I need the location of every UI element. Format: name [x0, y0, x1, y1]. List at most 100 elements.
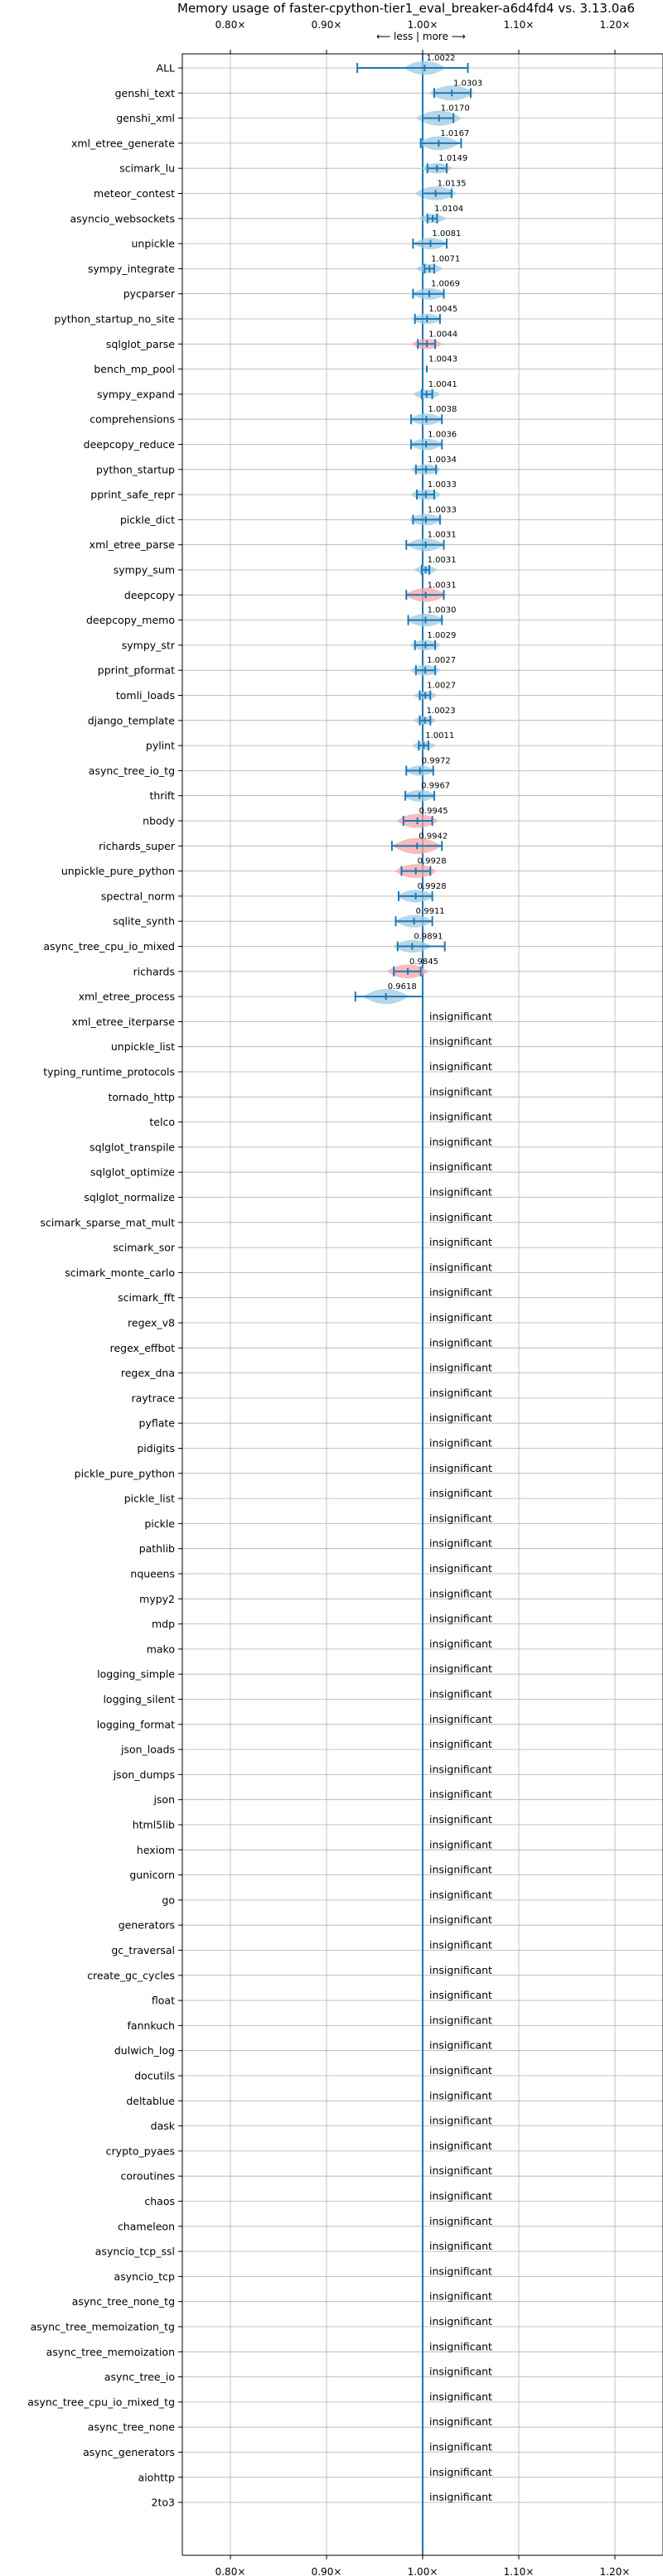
insignificant-label: insignificant: [429, 2466, 492, 2478]
data-label: 1.0167: [440, 129, 469, 138]
benchmark-name: scimark_monte_carlo: [65, 1266, 175, 1279]
benchmark-name: ALL: [157, 62, 176, 75]
benchmark-name: xml_etree_generate: [71, 137, 175, 149]
benchmark-name: raytrace: [132, 1392, 176, 1404]
x-tick-label-top: 0.90×: [312, 19, 342, 31]
insignificant-label: insignificant: [429, 1111, 492, 1123]
insignificant-label: insignificant: [429, 1085, 492, 1097]
benchmark-name: genshi_text: [115, 87, 175, 99]
insignificant-label: insignificant: [429, 1010, 492, 1022]
data-label: 1.0038: [428, 405, 457, 414]
benchmark-name: 2to3: [152, 2496, 175, 2509]
insignificant-label: insignificant: [429, 1462, 492, 1474]
insignificant-label: insignificant: [429, 1939, 492, 1951]
benchmark-name: dulwich_log: [114, 2044, 175, 2057]
data-label: 1.0041: [428, 380, 457, 389]
benchmark-name: pickle_dict: [120, 514, 175, 526]
x-tick-label-top: 1.20×: [600, 19, 631, 31]
benchmark-name: xml_etree_iterparse: [71, 1015, 175, 1028]
insignificant-label: insignificant: [429, 1186, 492, 1199]
data-label: 1.0023: [427, 707, 456, 716]
benchmark-name: bench_mp_pool: [94, 363, 175, 375]
label-layer: 1.0022 1.0303 1.0170 1.0167 1.0149 1.0135 1.01…: [388, 54, 492, 2503]
insignificant-label: insignificant: [429, 1211, 492, 1223]
benchmark-name: sqlite_synth: [113, 915, 175, 928]
benchmark-name: html5lib: [133, 1819, 175, 1831]
direction-label: ⟵ less | more ⟶: [376, 31, 466, 42]
insignificant-label: insignificant: [429, 1638, 492, 1650]
benchmark-name: crypto_pyaes: [106, 2144, 175, 2157]
benchmark-name: pathlib: [139, 1542, 175, 1555]
data-label: 1.0033: [428, 480, 457, 490]
benchmark-name: pycparser: [123, 287, 176, 300]
grid-layer: [182, 54, 663, 2555]
benchmark-name: float: [152, 1995, 175, 2007]
insignificant-label: insignificant: [429, 1889, 492, 1901]
benchmark-name: genshi_xml: [116, 112, 175, 124]
insignificant-label: insignificant: [429, 1813, 492, 1826]
error-bar-layer: [354, 63, 472, 1002]
benchmark-name: tornado_http: [108, 1091, 175, 1103]
benchmark-name: logging_simple: [97, 1668, 175, 1681]
insignificant-label: insignificant: [429, 1336, 492, 1348]
benchmark-name: scimark_sor: [113, 1242, 175, 1254]
benchmark-name: tomli_loads: [116, 689, 175, 702]
insignificant-label: insignificant: [429, 1964, 492, 1976]
data-label: 1.0071: [431, 254, 460, 263]
benchmark-name: asyncio_websockets: [70, 212, 175, 224]
data-label: 1.0149: [438, 154, 467, 163]
x-tick-label-top: 0.80×: [215, 19, 246, 31]
benchmark-name: python_startup_no_site: [54, 313, 175, 326]
benchmark-name: gc_traversal: [111, 1944, 175, 1956]
benchmark-name: chameleon: [118, 2220, 175, 2232]
benchmark-name: deepcopy_memo: [86, 614, 175, 626]
data-label: 0.9928: [418, 882, 447, 891]
benchmark-name: spectral_norm: [101, 890, 175, 902]
benchmark-name: async_generators: [83, 2446, 175, 2458]
insignificant-label: insignificant: [429, 1562, 492, 1575]
insignificant-label: insignificant: [429, 1261, 492, 1273]
x-tick-label-bottom: 1.00×: [408, 2566, 438, 2576]
data-label: 0.9945: [419, 807, 448, 816]
benchmark-name: scimark_sparse_mat_mult: [41, 1216, 176, 1228]
insignificant-label: insignificant: [429, 2115, 492, 2127]
insignificant-label: insignificant: [429, 2039, 492, 2052]
data-label: 0.9891: [414, 933, 443, 942]
benchmark-name: regex_effbot: [110, 1342, 175, 1354]
benchmark-name: hexiom: [137, 1844, 175, 1856]
benchmark-name: mdp: [152, 1618, 175, 1630]
benchmark-name: go: [162, 1893, 175, 1906]
insignificant-label: insignificant: [429, 1763, 492, 1775]
benchmark-name: asyncio_tcp: [114, 2270, 176, 2283]
insignificant-label: insignificant: [429, 2139, 492, 2152]
benchmark-name: pyflate: [139, 1417, 176, 1430]
insignificant-label: insignificant: [429, 1136, 492, 1148]
insignificant-label: insignificant: [429, 2441, 492, 2453]
insignificant-label: insignificant: [429, 1437, 492, 1450]
benchmark-name: dask: [151, 2120, 176, 2132]
data-label: 1.0022: [427, 54, 456, 63]
benchmark-name: async_tree_memoization_tg: [31, 2321, 175, 2333]
data-label: 0.9911: [416, 907, 445, 916]
benchmark-name: logging_format: [97, 1718, 175, 1730]
benchmark-name: async_tree_io: [104, 2371, 175, 2383]
benchmark-name: async_tree_none_tg: [72, 2295, 175, 2308]
benchmark-name: sqlglot_optimize: [90, 1166, 175, 1179]
benchmark-name: pprint_pformat: [98, 664, 175, 677]
benchmark-name: coroutines: [121, 2170, 175, 2183]
insignificant-label: insignificant: [429, 2215, 492, 2227]
insignificant-label: insignificant: [429, 1788, 492, 1801]
data-label: 1.0303: [453, 79, 482, 88]
insignificant-label: insignificant: [429, 1236, 492, 1248]
data-label: 0.9942: [419, 832, 448, 841]
data-label: 1.0031: [428, 531, 457, 540]
benchmark-name: richards_super: [99, 840, 176, 852]
data-label: 1.0030: [427, 606, 456, 615]
benchmark-name: deltablue: [126, 2095, 175, 2107]
benchmark-name: meteor_contest: [94, 187, 175, 200]
data-label: 1.0081: [432, 229, 461, 239]
data-label: 1.0031: [428, 581, 457, 590]
insignificant-label: insignificant: [429, 1688, 492, 1700]
benchmark-name: sympy_integrate: [88, 263, 175, 275]
